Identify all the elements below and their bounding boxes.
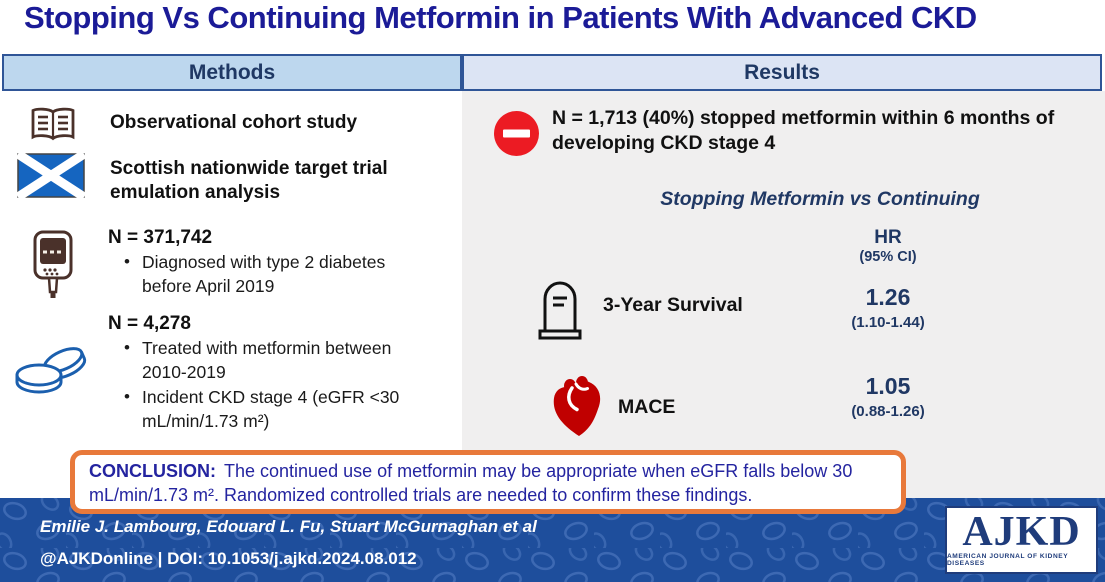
hr-value-survival: 1.26 <box>865 284 911 310</box>
cohort-n-heading: N = 371,742 <box>108 227 213 248</box>
stop-icon <box>493 110 540 162</box>
hr-ci-mace: (0.88-1.26) <box>851 403 925 420</box>
hr-ci-header: (95% CI) <box>859 249 917 265</box>
results-header: Results <box>462 54 1102 91</box>
footer-authors: Emilie J. Lambourg, Edouard L. Fu, Stuar… <box>40 517 537 536</box>
methods-header: Methods <box>2 54 462 91</box>
methods-item-country-analysis: Scottish nationwide target trial emulati… <box>110 158 388 203</box>
page-title: Stopping Vs Continuing Metformin in Pati… <box>24 0 977 35</box>
ajkd-logo: AJKD AMERICAN JOURNAL OF KIDNEY DISEASES <box>945 506 1098 574</box>
outcome-label-mace: MACE <box>618 396 676 418</box>
subcohort-n-heading: N = 4,278 <box>108 313 191 334</box>
conclusion-label: CONCLUSION: <box>89 461 216 481</box>
heart-icon <box>549 375 607 444</box>
bullet-item: Treated with metformin between 2010-2019 <box>112 337 434 384</box>
glucometer-icon <box>32 230 74 307</box>
ajkd-logo-subtitle: AMERICAN JOURNAL OF KIDNEY DISEASES <box>947 553 1069 568</box>
hr-value-mace: 1.05 <box>865 373 911 399</box>
results-headline: N = 1,713 (40%) stopped metformin within… <box>552 107 1055 155</box>
methods-item-study-design: Observational cohort study <box>110 112 358 133</box>
pills-icon <box>12 338 92 401</box>
conclusion-text: The continued use of metformin may be ap… <box>89 461 853 505</box>
hr-column-header: HR <box>874 227 902 248</box>
results-header-label: Results <box>744 60 820 84</box>
tombstone-icon <box>537 277 583 345</box>
open-book-icon <box>28 106 78 149</box>
comparison-title: Stopping Metformin vs Continuing <box>660 188 980 210</box>
methods-header-label: Methods <box>188 60 276 84</box>
cohort-bullets: Diagnosed with type 2 diabetes before Ap… <box>112 251 427 300</box>
subcohort-bullets: Treated with metformin between 2010-2019… <box>112 337 434 436</box>
ajkd-logo-acronym: AJKD <box>962 508 1081 555</box>
conclusion-box: CONCLUSION: The continued use of metformi… <box>70 450 906 514</box>
hr-ci-survival: (1.10-1.44) <box>851 314 925 331</box>
footer-handle-doi: @AJKDonline | DOI: 10.1053/j.ajkd.2024.0… <box>40 549 417 568</box>
outcome-label-survival: 3-Year Survival <box>603 294 743 316</box>
scotland-flag-icon <box>15 150 87 203</box>
bullet-item: Incident CKD stage 4 (eGFR <30 mL/min/1.… <box>112 386 434 433</box>
bullet-item: Diagnosed with type 2 diabetes before Ap… <box>112 251 427 298</box>
